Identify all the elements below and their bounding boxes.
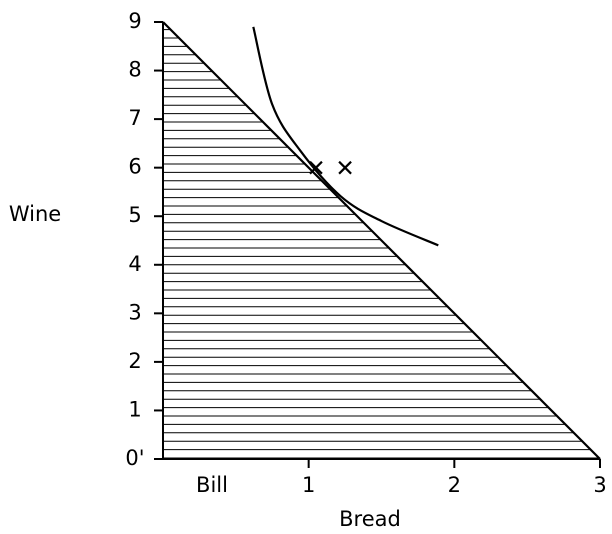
- budget-line: [162, 21, 601, 460]
- y-tick-label: 5: [128, 203, 141, 227]
- cross-marker: [338, 160, 352, 175]
- y-tick-label: 2: [128, 349, 141, 373]
- y-axis-label: Wine: [9, 202, 61, 226]
- x-tick-label: 2: [448, 473, 461, 497]
- origin-label: Bill: [196, 473, 228, 497]
- y-tick-label: 4: [128, 252, 141, 276]
- y-tick-label: 8: [128, 58, 141, 82]
- y-tick-label: 3: [128, 300, 141, 324]
- y-tick-label: 0': [125, 446, 144, 470]
- y-tick-label: 7: [128, 106, 141, 130]
- x-tick-label: 3: [593, 473, 606, 497]
- x-tick-label: 1: [302, 473, 315, 497]
- y-tick-label: 6: [128, 155, 141, 179]
- y-tick-label: 1: [128, 397, 141, 421]
- y-tick-label: 9: [128, 9, 141, 33]
- cross-marker: [309, 160, 323, 175]
- x-axis-label: Bread: [339, 507, 401, 531]
- indifference-curve: [252, 26, 439, 247]
